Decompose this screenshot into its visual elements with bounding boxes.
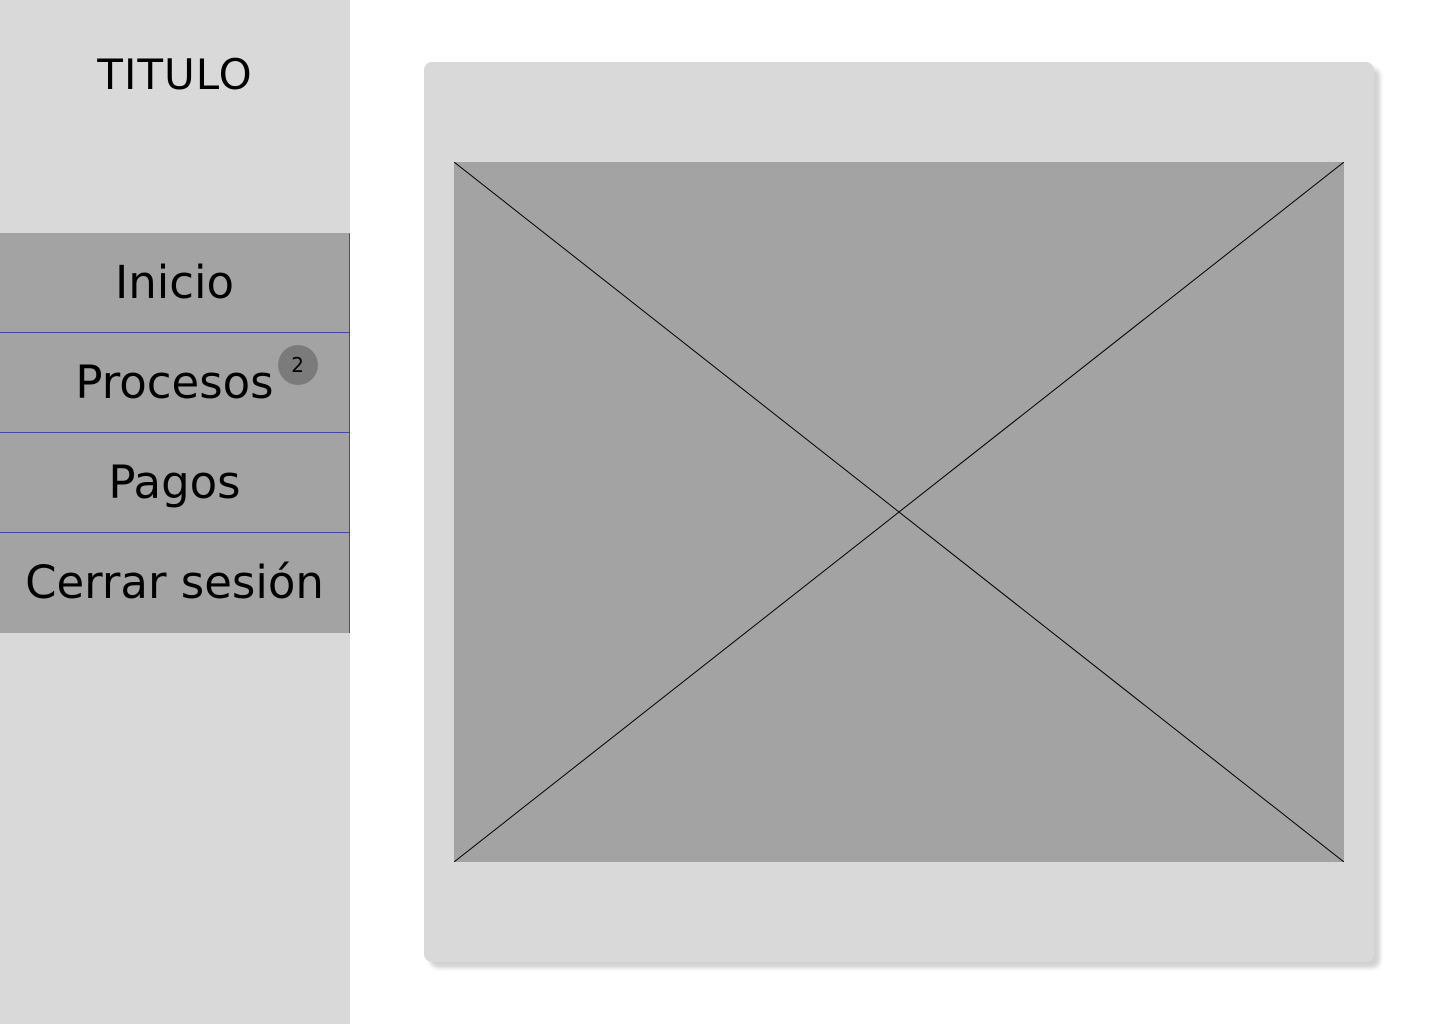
sidebar-item-label: Pagos [108, 455, 241, 509]
sidebar-item-inicio[interactable]: Inicio [0, 233, 350, 333]
app-title: TITULO [97, 50, 253, 99]
sidebar-item-label-wrap: Procesos 2 [75, 344, 318, 411]
sidebar-item-label: Procesos [75, 355, 274, 409]
sidebar-item-label: Inicio [114, 256, 235, 309]
sidebar-item-procesos[interactable]: Procesos 2 [0, 333, 350, 433]
sidebar-item-label: Cerrar sesión [25, 556, 324, 609]
sidebar-item-cerrar-sesion[interactable]: Cerrar sesión [0, 533, 350, 633]
sidebar-item-pagos[interactable]: Pagos [0, 433, 350, 533]
content-card [424, 62, 1374, 962]
image-placeholder-icon [454, 162, 1344, 862]
notification-badge: 2 [277, 344, 318, 385]
image-placeholder [454, 162, 1344, 862]
sidebar-nav: Inicio Procesos 2 Pagos Cerrar sesión [0, 233, 350, 633]
sidebar: TITULO Inicio Procesos 2 Pagos Cerrar se… [0, 0, 350, 1024]
